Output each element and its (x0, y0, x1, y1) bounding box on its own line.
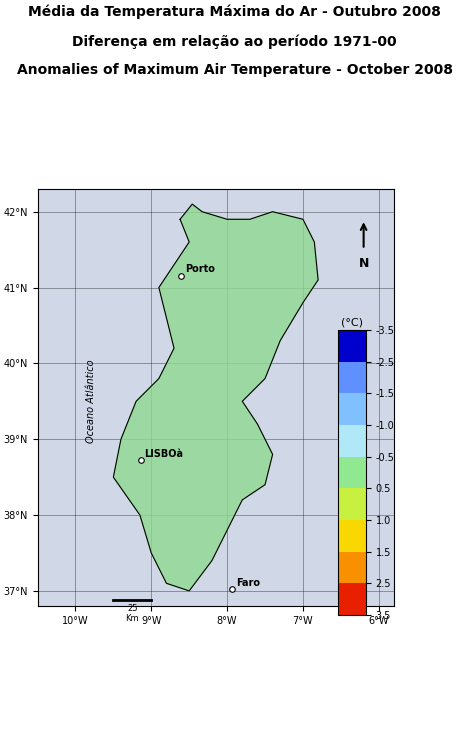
Text: Anomalies of Maximum Air Temperature - October 2008: Anomalies of Maximum Air Temperature - O… (16, 63, 453, 77)
Text: Faro: Faro (236, 578, 260, 587)
Text: Oceano Atlântico: Oceano Atlântico (86, 359, 96, 443)
Text: Diferença em relação ao período 1971-00: Diferença em relação ao período 1971-00 (72, 34, 397, 49)
Text: Porto: Porto (185, 264, 214, 274)
Title: (°C): (°C) (341, 318, 363, 328)
Text: 25
Km: 25 Km (126, 604, 139, 623)
Text: LISBOà: LISBOà (144, 448, 183, 459)
Text: Espanha: Espanha (343, 380, 354, 422)
Polygon shape (113, 204, 318, 591)
Text: N: N (358, 257, 369, 270)
Text: Média da Temperatura Máxima do Ar - Outubro 2008: Média da Temperatura Máxima do Ar - Outu… (28, 4, 441, 19)
